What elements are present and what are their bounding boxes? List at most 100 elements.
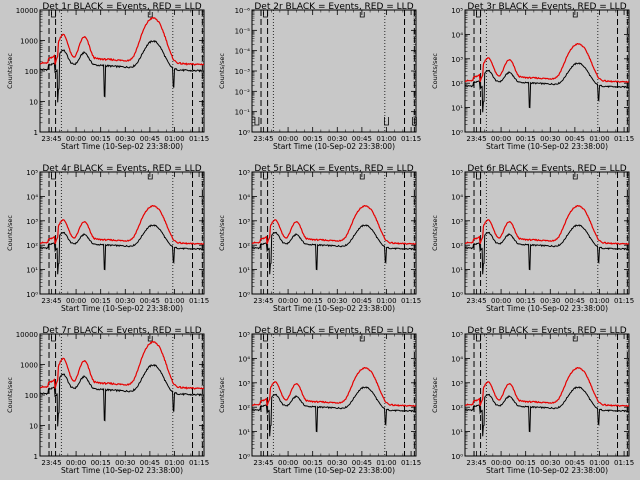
y-tick-label: 10¹ (26, 267, 38, 275)
x-tick-label: 00:00 (66, 135, 86, 143)
x-tick-label: 00:15 (91, 459, 111, 467)
y-tick-label: 100 (25, 68, 38, 76)
y-tick-label: 10⁴ (238, 193, 250, 201)
interval-bracket (147, 12, 153, 18)
x-tick-label: 00:15 (516, 459, 536, 467)
y-tick-label: 10⁵ (451, 7, 463, 15)
y-tick-label: 10⁵ (238, 331, 250, 339)
events-series-line (40, 224, 204, 275)
y-tick-label: 10³ (238, 218, 250, 226)
x-tick-label: 01:00 (376, 297, 396, 305)
plot-frame (251, 9, 417, 133)
y-tick-label: 100 (25, 392, 38, 400)
y-axis-label: Counts/sec (431, 377, 439, 413)
x-tick-label: 01:15 (401, 297, 421, 305)
y-axis-label: Counts/sec (6, 53, 14, 89)
x-tick-label: 00:15 (303, 459, 323, 467)
x-tick-label: 00:45 (140, 297, 160, 305)
events-series-line (465, 62, 629, 113)
y-tick-label: 10³ (238, 380, 250, 388)
x-tick-label: 00:00 (491, 297, 511, 305)
x-tick-label: 23:45 (466, 297, 486, 305)
panel-1: Det 1r BLACK = Events, RED = LLD Counts/s… (6, 2, 209, 151)
lld-series-line (40, 340, 204, 390)
y-tick-label: 10¹ (238, 429, 250, 437)
x-tick-label: 01:15 (401, 459, 421, 467)
x-tick-label: 01:15 (614, 297, 634, 305)
y-tick-label: 10⁴ (451, 355, 463, 363)
interval-bracket (476, 174, 481, 180)
interval-bracket (359, 336, 365, 342)
x-tick-label: 00:00 (491, 135, 511, 143)
y-tick-label: 10⁰ (238, 129, 250, 137)
interval-bracket (147, 174, 153, 180)
x-axis-label: Start Time (10-Sep-02 23:38:00) (486, 466, 608, 475)
x-tick-label: 00:45 (140, 459, 160, 467)
x-tick-label: 01:00 (589, 135, 609, 143)
lld-series-line (465, 205, 629, 246)
lld-series-line (252, 205, 416, 246)
y-tick-label: 1000 (20, 362, 38, 370)
interval-bracket (359, 174, 365, 180)
plot-frame (39, 171, 205, 295)
y-tick-label: 10² (238, 404, 250, 412)
y-tick-label: 10⁴ (26, 193, 38, 201)
panel-2: Det 2r BLACK = Events, RED = LLD Counts/s… (218, 2, 421, 151)
y-tick-label: 10³ (26, 218, 38, 226)
x-tick-label: 00:45 (352, 135, 372, 143)
y-tick-label: 10⁰ (238, 453, 250, 461)
events-series-line (252, 224, 416, 275)
x-tick-label: 00:15 (516, 135, 536, 143)
x-axis-label: Start Time (10-Sep-02 23:38:00) (61, 304, 183, 313)
events-series-line (40, 363, 204, 427)
x-tick-label: 00:30 (540, 459, 560, 467)
y-axis-label: Counts/sec (431, 215, 439, 251)
gap-mark (254, 117, 260, 126)
x-tick-label: 01:00 (589, 459, 609, 467)
x-tick-label: 01:00 (589, 297, 609, 305)
y-axis-label: Counts/sec (431, 53, 439, 89)
x-tick-label: 00:45 (565, 297, 585, 305)
x-tick-label: 00:00 (278, 135, 298, 143)
y-tick-label: 10⁵ (451, 169, 463, 177)
interval-bracket (51, 174, 56, 180)
x-tick-label: 01:15 (614, 135, 634, 143)
x-tick-label: 01:15 (189, 297, 209, 305)
x-tick-label: 00:30 (327, 135, 347, 143)
x-tick-label: 00:15 (303, 297, 323, 305)
x-tick-label: 23:45 (253, 135, 273, 143)
panel-4: Det 4r BLACK = Events, RED = LLD Counts/s… (6, 164, 209, 313)
x-axis-label: Start Time (10-Sep-02 23:38:00) (273, 304, 395, 313)
x-tick-label: 00:30 (327, 459, 347, 467)
panel-8: Det 8r BLACK = Events, RED = LLD Counts/s… (218, 326, 421, 475)
y-tick-label: 10⁻⁶ (235, 7, 251, 15)
y-tick-label: 10¹ (451, 105, 463, 113)
panel-title: Det 8r BLACK = Events, RED = LLD (254, 326, 413, 336)
x-tick-label: 01:15 (614, 459, 634, 467)
panel-title: Det 1r BLACK = Events, RED = LLD (42, 2, 201, 12)
gap-mark (411, 117, 417, 126)
y-tick-label: 1 (34, 129, 38, 137)
y-tick-label: 10000 (16, 7, 38, 15)
y-tick-label: 10⁵ (26, 169, 38, 177)
x-axis-label: Start Time (10-Sep-02 23:38:00) (486, 304, 608, 313)
y-tick-label: 10² (451, 404, 463, 412)
y-axis-label: Counts/sec (218, 53, 226, 89)
x-tick-label: 23:45 (253, 297, 273, 305)
x-tick-label: 00:15 (516, 297, 536, 305)
x-tick-label: 01:00 (164, 135, 184, 143)
interval-bracket (572, 12, 578, 18)
panel-9: Det 9r BLACK = Events, RED = LLD Counts/s… (431, 326, 634, 475)
x-tick-label: 23:45 (41, 135, 61, 143)
y-axis-label: Counts/sec (218, 215, 226, 251)
x-tick-label: 00:00 (66, 459, 86, 467)
y-tick-label: 10⁰ (451, 291, 463, 299)
x-tick-label: 23:45 (41, 297, 61, 305)
y-tick-label: 10⁵ (238, 169, 250, 177)
x-tick-label: 01:00 (164, 459, 184, 467)
x-tick-label: 00:30 (115, 459, 135, 467)
y-tick-label: 10000 (16, 331, 38, 339)
lld-series-line (465, 367, 629, 408)
y-tick-label: 10² (26, 242, 38, 250)
